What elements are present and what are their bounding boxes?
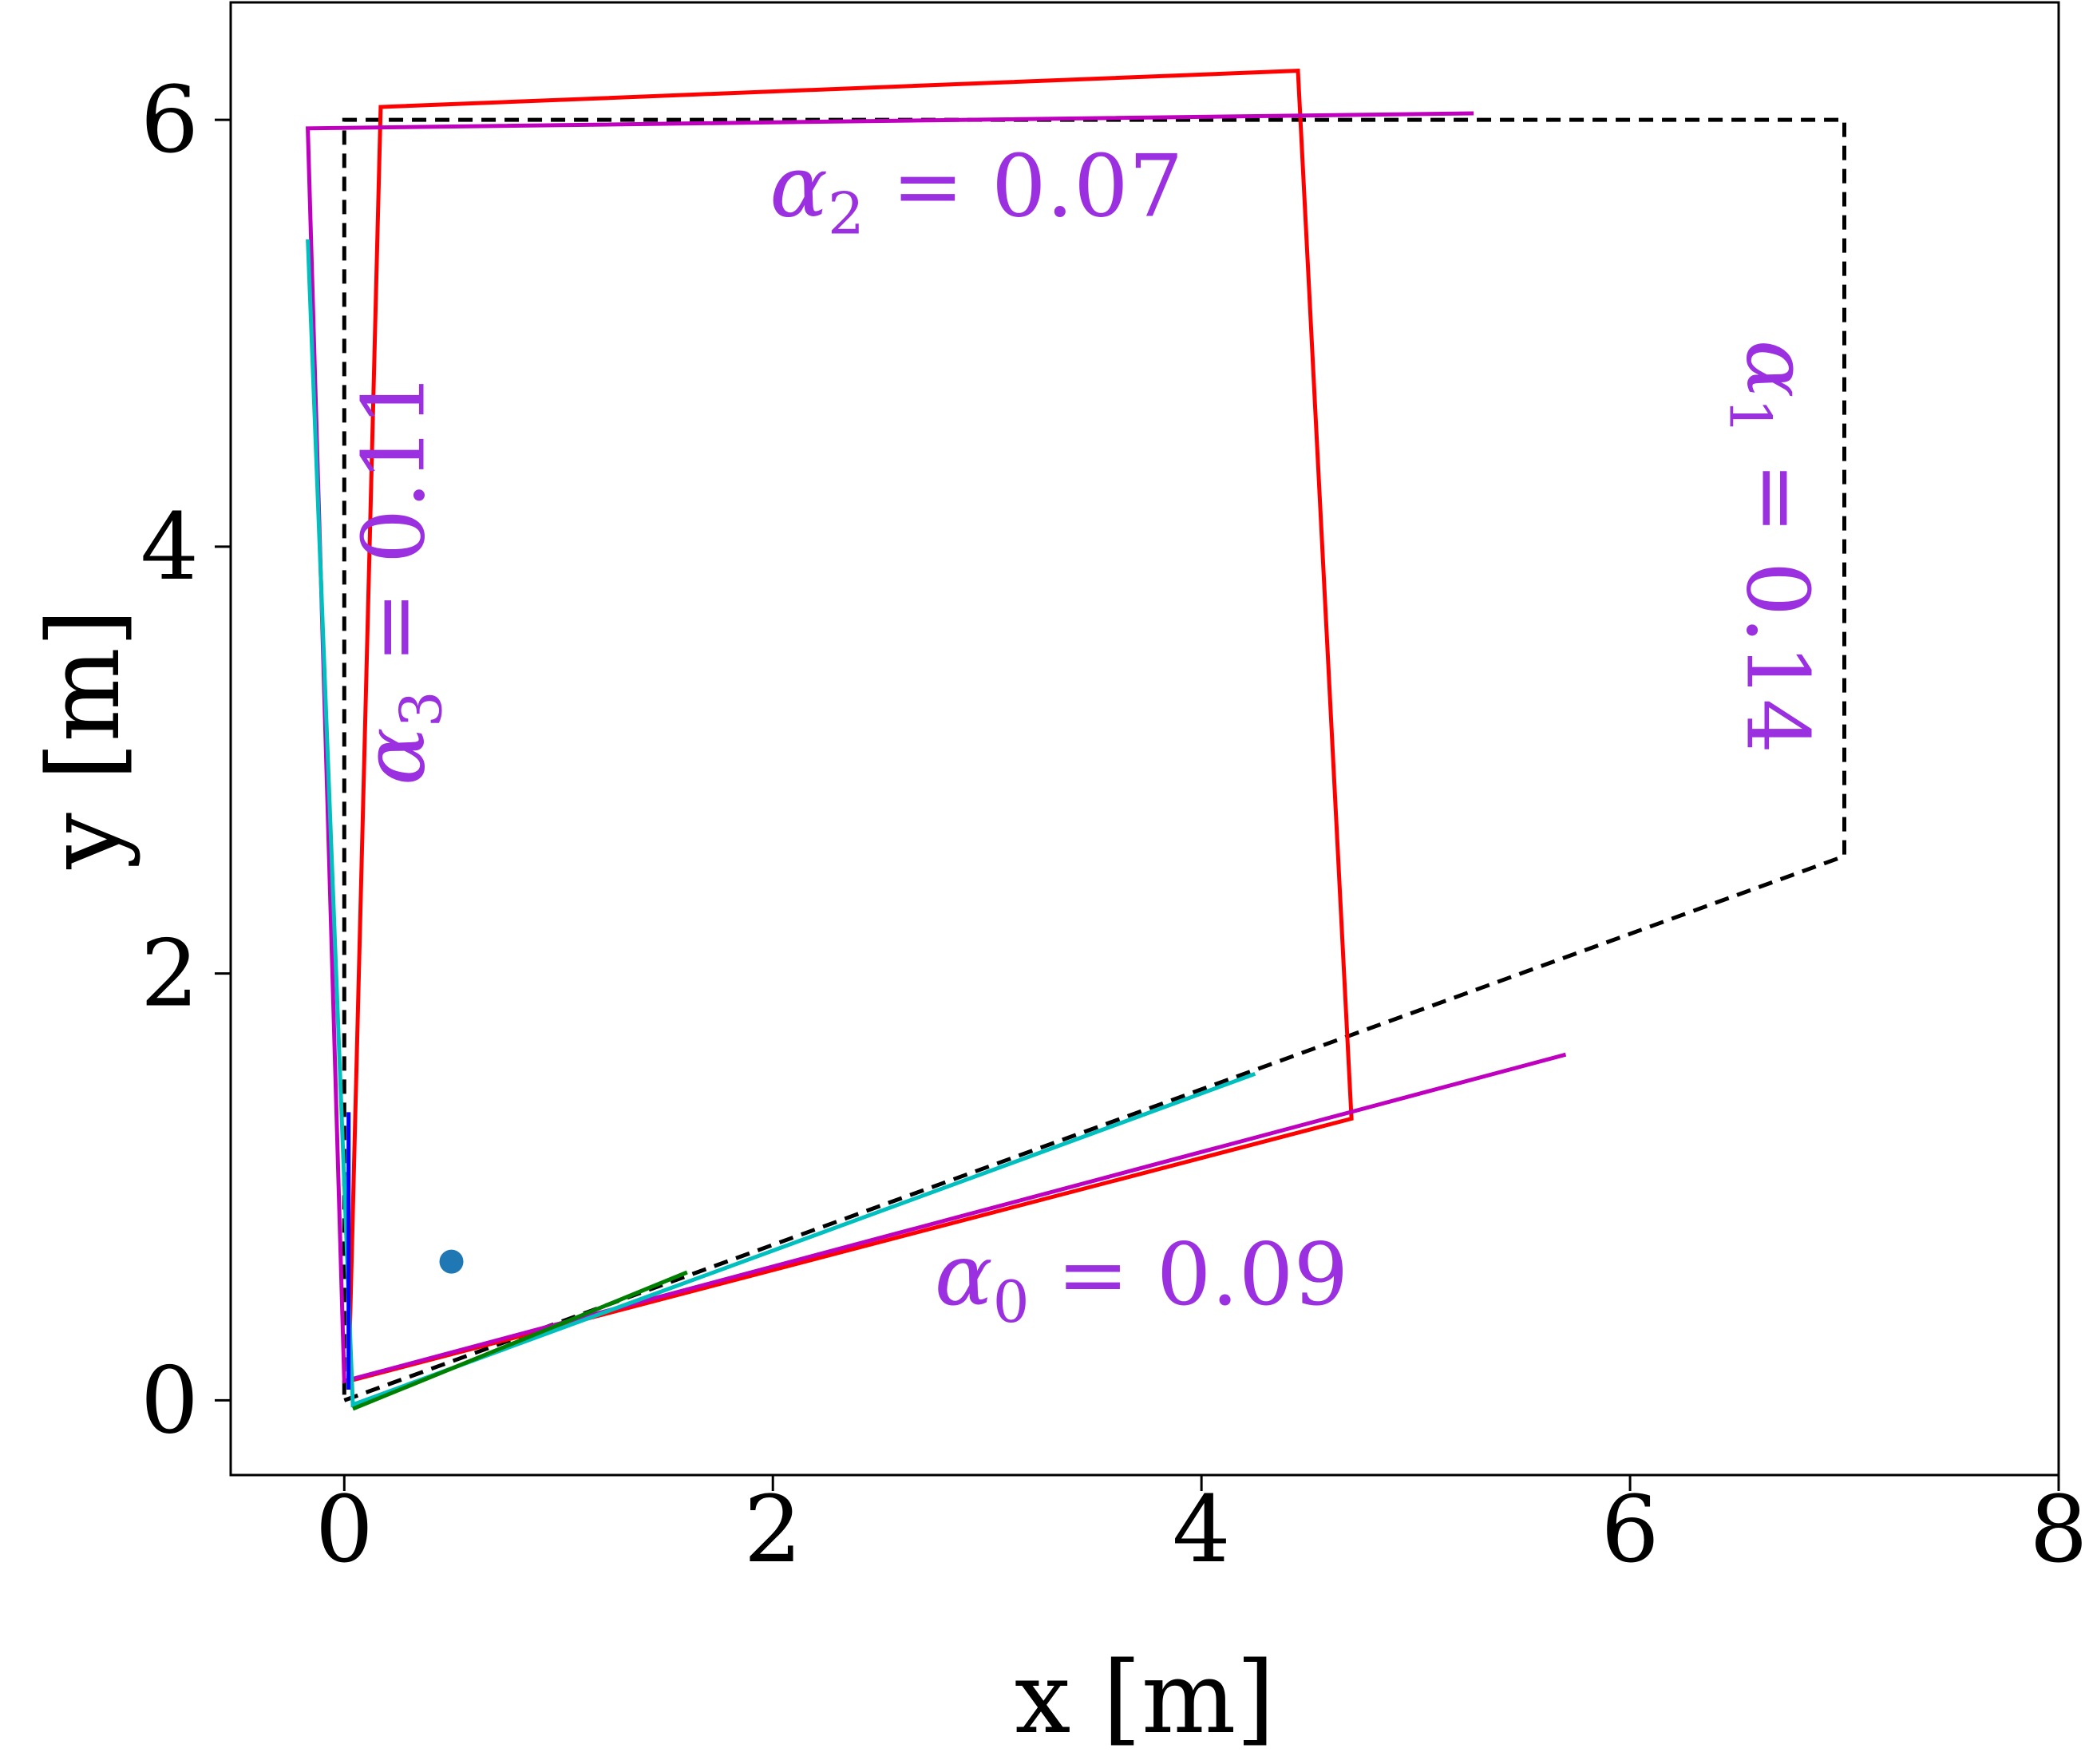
alpha-annotation-3: α3 = 0.11 bbox=[345, 372, 455, 785]
data-point-0 bbox=[439, 1249, 464, 1274]
series-line-4 bbox=[352, 1270, 688, 1411]
marker-layer bbox=[439, 1249, 464, 1274]
y-tick-label-2: 4 bbox=[140, 494, 199, 601]
alpha-annotation-0: α0 = 0.09 bbox=[935, 1225, 1348, 1335]
alpha-annotation-2: α2 = 0.07 bbox=[770, 136, 1183, 247]
tick-layer: 0 2 4 6 8 0 2 4 6 bbox=[140, 67, 2085, 1584]
y-axis-label: y [m] bbox=[26, 608, 142, 869]
series-line-0 bbox=[342, 117, 1846, 1402]
x-tick-label-0: 0 bbox=[315, 1477, 374, 1584]
y-tick-label-3: 6 bbox=[140, 67, 199, 174]
series-layer bbox=[306, 69, 1846, 1411]
annotation-layer: α0 = 0.09 α1 = 0.14 α2 = 0.07 α3 = 0.11 bbox=[345, 136, 1827, 1335]
plot-frame bbox=[229, 1, 2060, 1477]
series-line-3 bbox=[306, 239, 1256, 1408]
series-line-1 bbox=[346, 69, 1354, 1383]
x-tick-label-3: 6 bbox=[1600, 1477, 1659, 1584]
y-tick-label-0: 0 bbox=[140, 1347, 199, 1454]
alpha-annotation-1: α1 = 0.14 bbox=[1717, 340, 1827, 753]
x-tick-label-4: 8 bbox=[2029, 1477, 2085, 1584]
x-tick-label-2: 4 bbox=[1173, 1477, 1231, 1584]
x-axis-label: x [m] bbox=[1015, 1640, 1275, 1756]
x-tick-label-1: 2 bbox=[744, 1477, 802, 1584]
y-tick-label-1: 2 bbox=[140, 921, 199, 1028]
